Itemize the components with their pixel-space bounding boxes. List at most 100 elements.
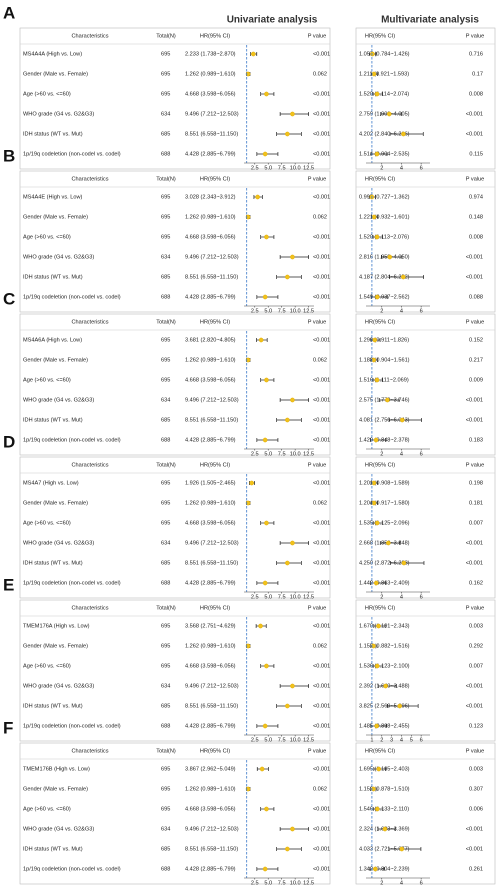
multi-hr-ci: 2.759 (1.900~4.005) [359,111,410,117]
total-n: 634 [161,826,170,832]
multi-hr-ci: 1.516 (1.111~2.069) [359,377,409,383]
uni-point [290,254,295,260]
multi-point [372,337,378,343]
column-header: Characteristics [72,319,109,325]
uni-point [290,540,295,546]
hr-ci: 4.428 (2.885~6.799) [185,866,236,872]
column-header: HR(95% CI) [365,319,395,325]
x2-tick-label: 4 [400,880,403,886]
uni-table-box [19,599,331,742]
multi-point [374,234,380,240]
panel-letter: D [3,432,15,451]
p-value: <0.001 [313,294,330,300]
multi-point [371,786,376,792]
characteristic: 1p/19q codeletion (non-codel vs. codel) [23,866,121,872]
column-header: Total(N) [156,748,176,754]
uni-point [259,766,265,772]
hr-ci: 9.496 (7.212~12.503) [185,397,239,403]
multi-p-value: <0.001 [466,826,483,832]
uni-point [290,683,295,689]
p-value: 0.062 [313,500,327,506]
multi-p-value: <0.001 [466,683,483,689]
characteristic: 1p/19q codeletion (non-codel vs. codel) [23,151,121,157]
characteristic: Age (>60 vs. <=60) [23,520,71,526]
multi-point [374,151,380,157]
column-header: HR(95% CI) [365,605,395,611]
characteristic: IDH status (WT vs. Mut) [23,703,83,709]
multi-hr-ci: 1.420 (0.848~2.378) [359,437,410,443]
total-n: 695 [161,663,170,669]
multi-p-value: 0.148 [469,214,483,220]
multi-point [400,274,406,280]
total-n: 634 [161,111,170,117]
multi-hr-ci: 1.485 (0.898~2.455) [359,723,410,729]
uni-table-box [19,170,331,313]
uni-point [262,723,268,729]
hr-ci: 3.568 (2.751~4.629) [185,623,236,629]
multi-p-value: 0.115 [469,151,483,157]
p-value: <0.001 [313,560,330,566]
uni-point [249,480,254,486]
uni-point [264,91,269,97]
multi-table-box [355,170,496,313]
x-tick-label: 5.0 [264,451,272,457]
x-tick-label: 7.5 [278,737,286,743]
x-tick-label: 5.0 [264,737,272,743]
characteristic: Gender (Male vs. Female) [23,643,88,649]
x2-tick-label: 6 [420,165,423,171]
x-tick-label: 2.5 [251,165,259,171]
column-header: P value [466,605,485,611]
multi-point [375,294,380,300]
characteristic: 1p/19q codeletion (non-codel vs. codel) [23,437,121,443]
characteristic: Gender (Male vs. Female) [23,500,88,506]
column-header: P value [308,748,327,754]
multi-point [371,500,377,506]
hr-ci: 8.551 (6.558~11.150) [185,417,238,423]
multi-point [385,397,390,403]
x-tick-label: 2.5 [251,451,259,457]
column-header: P value [466,33,485,39]
characteristic: Gender (Male vs. Female) [23,71,88,77]
multi-p-value: 0.088 [469,294,483,300]
uni-point [285,703,290,709]
x-tick-label: 10.0 [290,165,301,171]
column-header: HR(95% CI) [365,748,395,754]
total-n: 685 [161,846,170,852]
hr-ci: 1.262 (0.989~1.610) [185,214,236,220]
x2-tick-label: 1 [370,737,373,743]
characteristic: MS4A4E (High vs. Low) [23,194,83,200]
p-value: <0.001 [313,234,330,240]
x-tick-label: 12.5 [303,594,314,600]
total-n: 685 [161,131,170,137]
column-header: HR(95% CI) [200,605,230,611]
p-value: <0.001 [313,131,330,137]
total-n: 695 [161,377,170,383]
multi-p-value: 0.008 [469,234,483,240]
column-header: P value [466,319,485,325]
multi-point [371,214,377,220]
uni-point [264,377,269,383]
multi-hr-ci: 1.290 (0.911~1.826) [359,337,409,343]
hr-ci: 4.428 (2.885~6.799) [185,151,236,157]
uni-point [251,51,256,57]
multi-hr-ci: 1.546 (1.133~2.110) [359,806,409,812]
multi-hr-ci: 1.520 (1.114~2.074) [359,91,409,97]
column-header: HR(95% CI) [200,319,230,325]
column-header: HR(95% CI) [200,33,230,39]
multi-p-value: 0.123 [469,723,483,729]
p-value: <0.001 [313,111,330,117]
column-header: HR(95% CI) [200,462,230,468]
x-tick-label: 10.0 [290,594,301,600]
multi-point [401,131,406,137]
multi-p-value: 0.152 [469,337,483,343]
uni-point [262,866,268,872]
panel-letter: E [3,575,14,594]
multi-hr-ci: 1.670 (1.191~2.343) [359,623,410,629]
multi-point [382,826,388,832]
total-n: 688 [161,437,170,443]
total-n: 634 [161,254,170,260]
characteristic: IDH status (WT vs. Mut) [23,274,83,280]
total-n: 695 [161,766,170,772]
characteristic: WHO grade (G4 vs. G2&G3) [23,254,94,260]
column-header: HR(95% CI) [200,748,230,754]
